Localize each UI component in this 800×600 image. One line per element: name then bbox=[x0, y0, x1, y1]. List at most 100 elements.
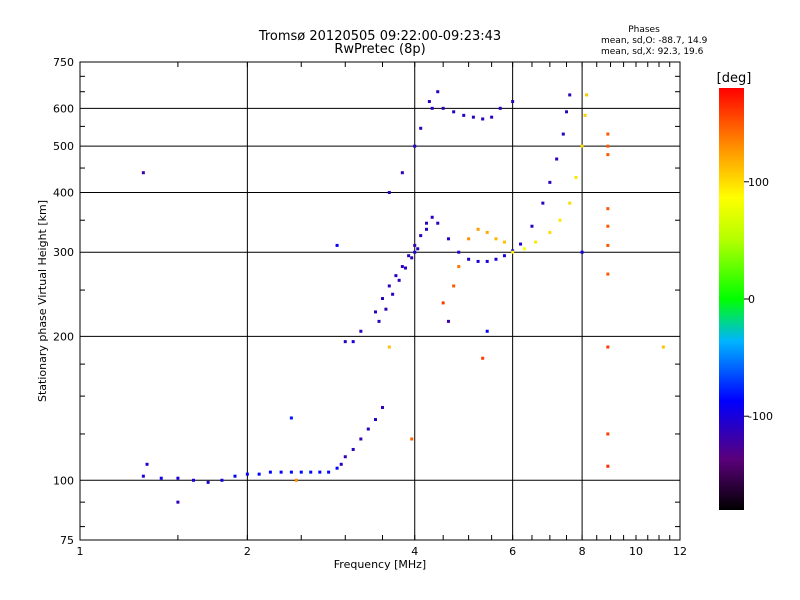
echo-point bbox=[583, 113, 587, 117]
echo-point bbox=[425, 221, 429, 225]
echo-point bbox=[427, 100, 431, 104]
echo-point bbox=[400, 265, 404, 269]
echo-point bbox=[481, 356, 485, 360]
echo-point bbox=[485, 259, 489, 263]
echo-point bbox=[561, 132, 565, 136]
echo-point bbox=[397, 278, 401, 282]
echo-point bbox=[377, 319, 381, 323]
echo-point bbox=[606, 144, 610, 148]
echo-point bbox=[481, 117, 485, 121]
echo-point bbox=[430, 215, 434, 219]
echo-point bbox=[446, 237, 450, 241]
phases-x-line: mean, sd,X: 92.3, 19.6 bbox=[601, 47, 704, 57]
echo-point bbox=[145, 462, 149, 466]
echo-point bbox=[387, 284, 391, 288]
x-axis-label: Frequency [MHz] bbox=[334, 558, 426, 571]
colorbar-gradient bbox=[719, 88, 744, 510]
echo-point bbox=[339, 462, 343, 466]
y-tick-label: 200 bbox=[53, 330, 74, 343]
echo-point bbox=[502, 240, 506, 244]
echo-point bbox=[446, 319, 450, 323]
echo-point bbox=[359, 437, 363, 441]
echo-point bbox=[387, 190, 391, 194]
colorbar-tick-label: 100 bbox=[748, 176, 769, 189]
y-axis: 75 100 200 300 400 500 600 750 bbox=[53, 56, 74, 547]
echo-point bbox=[206, 480, 210, 484]
echo-point bbox=[387, 345, 391, 349]
echo-point bbox=[534, 240, 538, 244]
x-axis: 1 2 4 6 8 10 12 bbox=[77, 545, 688, 558]
echo-point bbox=[502, 254, 506, 258]
echo-point bbox=[565, 110, 569, 114]
echo-point bbox=[176, 500, 180, 504]
echo-point bbox=[400, 171, 404, 175]
echo-point bbox=[436, 221, 440, 225]
echo-point bbox=[327, 470, 331, 474]
echo-point bbox=[294, 478, 298, 482]
echo-point bbox=[335, 466, 339, 470]
grid bbox=[79, 62, 681, 540]
echo-point bbox=[436, 90, 440, 94]
x-tick-label: 10 bbox=[629, 545, 643, 558]
echo-point bbox=[245, 472, 249, 476]
colorbar-tick-label: 0 bbox=[748, 293, 755, 306]
echo-point bbox=[289, 416, 293, 420]
echo-point bbox=[467, 237, 471, 241]
colorbar: [deg] 100 0 -100 bbox=[717, 71, 773, 510]
echo-point bbox=[606, 207, 610, 211]
echo-point bbox=[606, 132, 610, 136]
echo-point bbox=[373, 310, 377, 314]
chart-title: Tromsø 20120505 09:22:00-09:23:43 bbox=[258, 29, 501, 44]
echo-point bbox=[511, 100, 515, 104]
phases-title: Phases bbox=[628, 25, 660, 35]
echo-point bbox=[343, 455, 347, 459]
echo-point bbox=[318, 470, 322, 474]
echo-point bbox=[279, 470, 283, 474]
echo-point bbox=[606, 464, 610, 468]
echo-point bbox=[606, 345, 610, 349]
echo-point bbox=[309, 470, 313, 474]
x-tick-label: 1 bbox=[77, 545, 84, 558]
y-axis-label: Stationary phase Virtual Height [km] bbox=[36, 200, 49, 402]
echo-point bbox=[257, 472, 261, 476]
echo-point bbox=[419, 126, 423, 130]
echo-point bbox=[380, 297, 384, 301]
colorbar-label: [deg] bbox=[717, 71, 752, 86]
echo-point bbox=[476, 227, 480, 231]
echo-point bbox=[452, 284, 456, 288]
echo-point bbox=[494, 237, 498, 241]
echo-point bbox=[141, 474, 145, 478]
echo-point bbox=[299, 470, 303, 474]
echo-point bbox=[176, 476, 180, 480]
echo-point bbox=[391, 292, 395, 296]
echo-point bbox=[394, 274, 398, 278]
echo-point bbox=[457, 265, 461, 269]
echo-point bbox=[606, 153, 610, 157]
echo-point bbox=[568, 201, 572, 205]
echo-point bbox=[494, 257, 498, 261]
echo-point bbox=[530, 224, 534, 228]
echo-point bbox=[580, 144, 584, 148]
echo-point bbox=[413, 144, 417, 148]
echo-point bbox=[416, 247, 420, 251]
echo-point bbox=[511, 250, 515, 254]
x-tick-label: 8 bbox=[579, 545, 586, 558]
echo-point bbox=[574, 175, 578, 179]
echo-point bbox=[541, 201, 545, 205]
echo-point bbox=[467, 257, 471, 261]
echo-point bbox=[485, 230, 489, 234]
echo-point bbox=[606, 243, 610, 247]
echo-point bbox=[452, 110, 456, 114]
echo-point bbox=[430, 106, 434, 110]
y-tick-label: 300 bbox=[53, 246, 74, 259]
echo-point bbox=[404, 266, 408, 270]
y-tick-label: 500 bbox=[53, 140, 74, 153]
echo-point bbox=[413, 243, 417, 247]
x-tick-label: 12 bbox=[673, 545, 687, 558]
echo-point bbox=[462, 113, 466, 117]
echo-point bbox=[141, 171, 145, 175]
echo-point bbox=[191, 478, 195, 482]
echo-point bbox=[548, 180, 552, 184]
echo-point bbox=[351, 340, 355, 344]
